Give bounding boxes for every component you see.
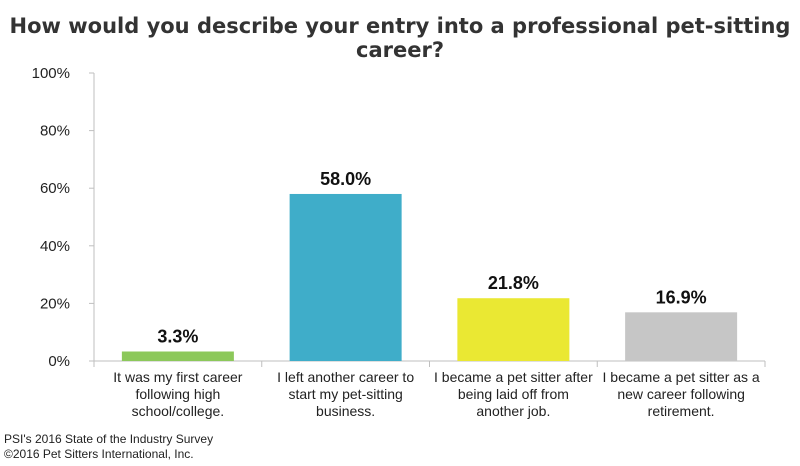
y-tick-label: 0% bbox=[48, 353, 70, 370]
category-label: I left another career to bbox=[277, 369, 414, 385]
source-line-2: ©2016 Pet Sitters International, Inc. bbox=[4, 447, 194, 461]
category-label: business. bbox=[316, 403, 375, 419]
bar bbox=[289, 193, 402, 361]
category-label: retirement. bbox=[648, 403, 715, 419]
category-label: start my pet-sitting bbox=[288, 386, 402, 402]
bar-value-label: 3.3% bbox=[157, 326, 198, 346]
bar-value-label: 16.9% bbox=[656, 287, 707, 307]
bar-value-label: 21.8% bbox=[488, 273, 539, 293]
y-tick-label: 40% bbox=[40, 238, 70, 255]
category-label: being laid off from bbox=[458, 386, 569, 402]
bar bbox=[625, 312, 738, 361]
category-label: another job. bbox=[476, 403, 550, 419]
source-line-1: PSI's 2016 State of the Industry Survey bbox=[4, 432, 214, 446]
category-label: I became a pet sitter after bbox=[434, 369, 593, 385]
y-tick-label: 80% bbox=[40, 123, 70, 140]
y-tick-label: 60% bbox=[40, 180, 70, 197]
y-tick-label: 20% bbox=[40, 295, 70, 312]
category-label: following high bbox=[135, 386, 220, 402]
category-label: I became a pet sitter as a bbox=[603, 369, 760, 385]
category-label: new career following bbox=[617, 386, 745, 402]
bar bbox=[457, 298, 570, 361]
bar-value-label: 58.0% bbox=[320, 169, 371, 189]
chart-title: How would you describe your entry into a… bbox=[9, 14, 791, 62]
category-label: school/college. bbox=[132, 403, 225, 419]
bar bbox=[121, 351, 234, 361]
category-label: It was my first career bbox=[113, 369, 242, 385]
y-tick-label: 100% bbox=[32, 65, 70, 82]
